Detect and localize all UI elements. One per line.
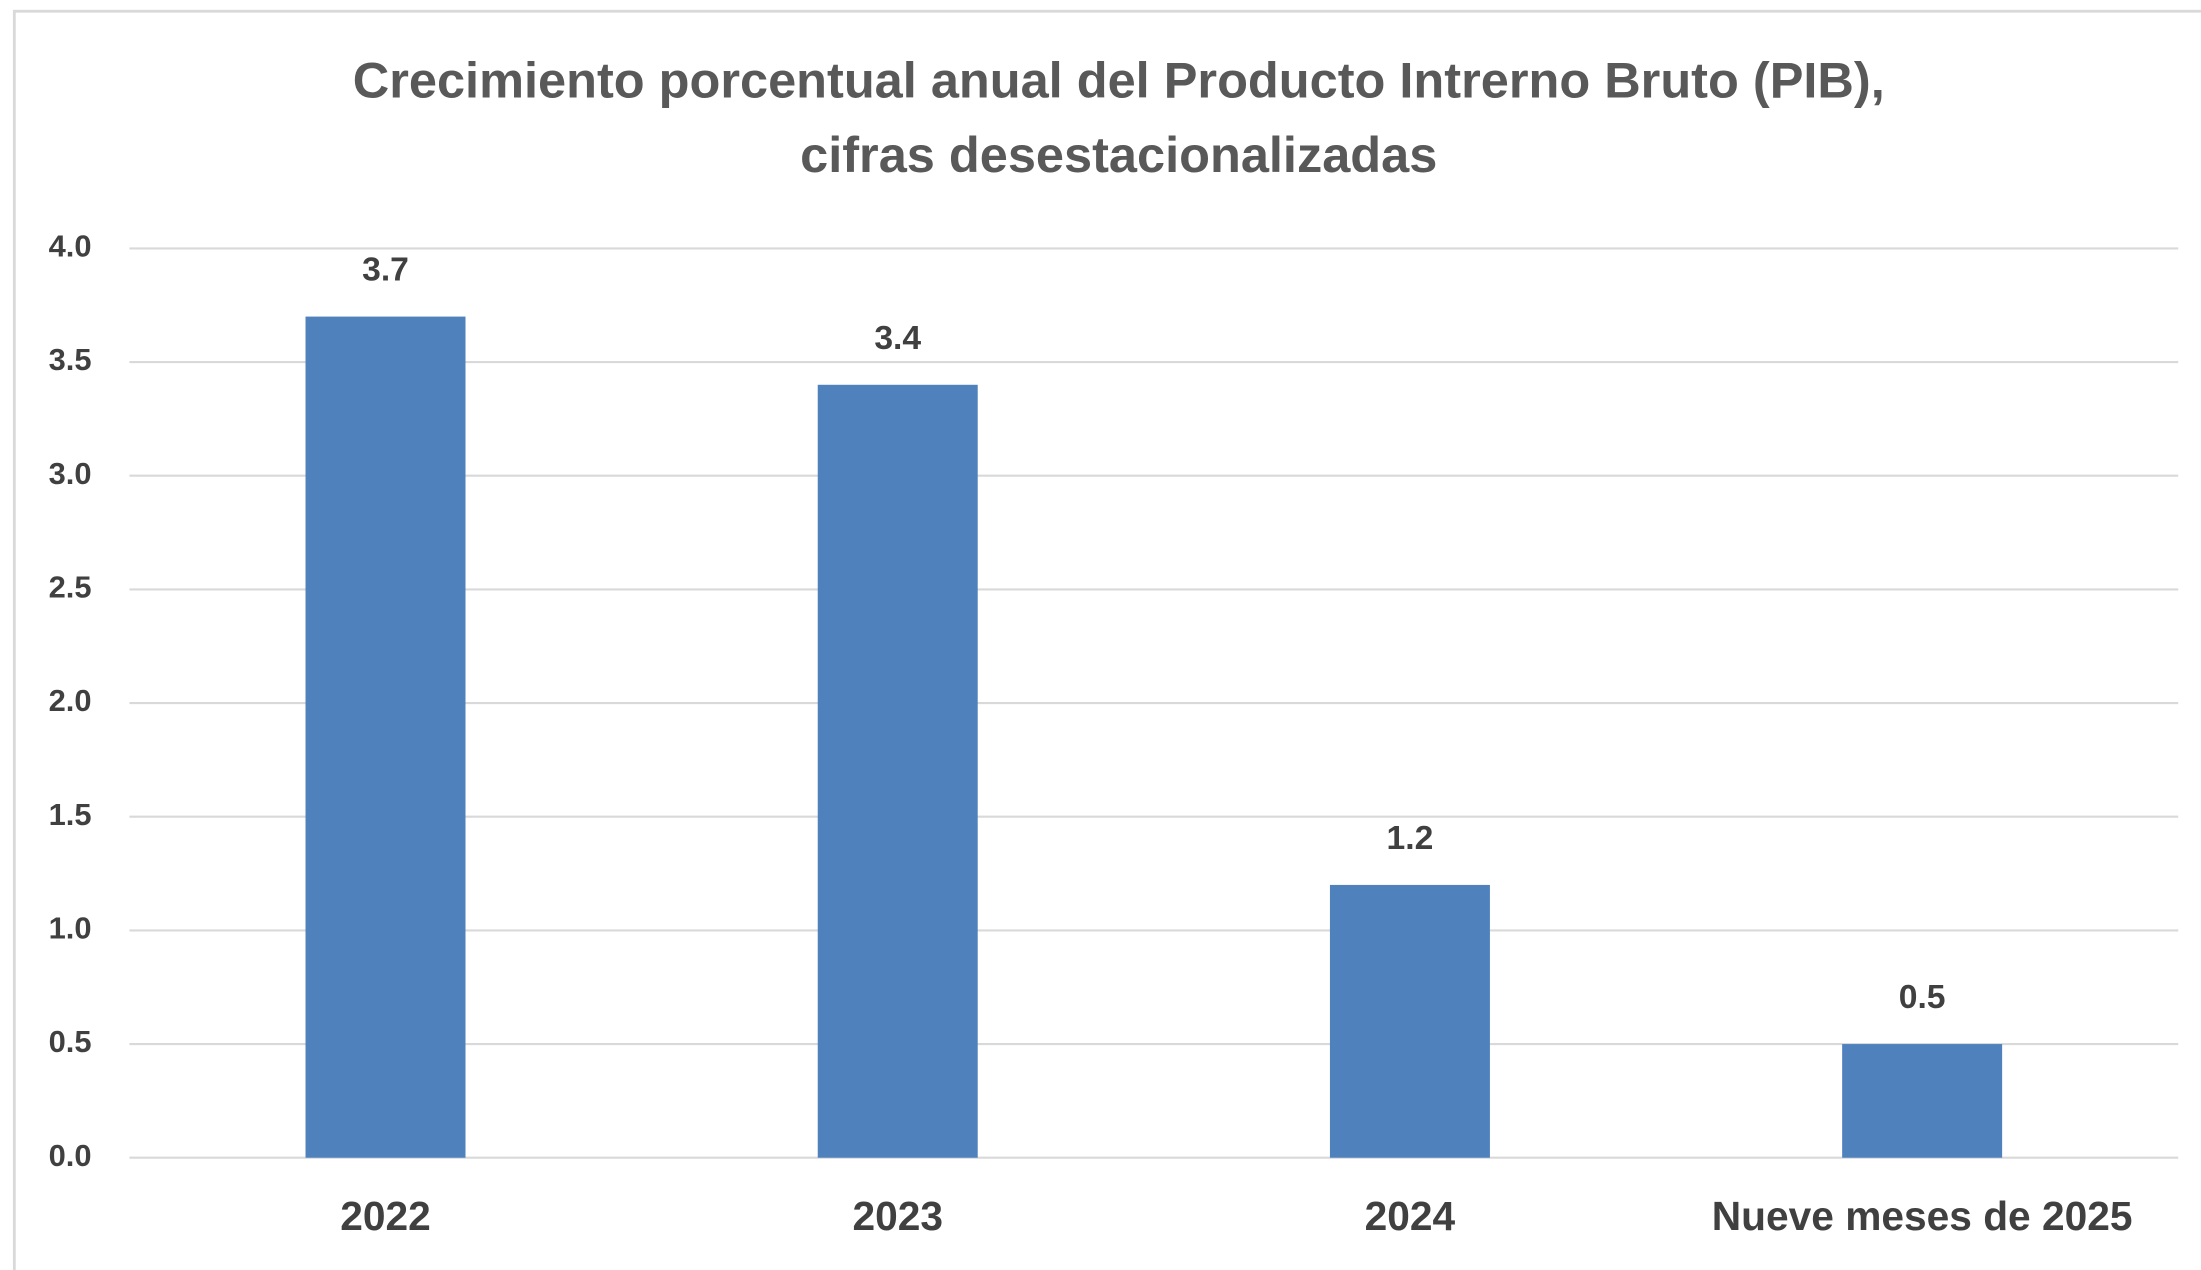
y-tick-label: 2.5 [49, 570, 92, 605]
bar [817, 384, 978, 1158]
y-tick-label: 4.0 [49, 229, 92, 264]
x-tick-label: 2024 [1365, 1193, 1456, 1239]
data-label: 3.7 [362, 252, 409, 289]
y-tick-label: 0.5 [49, 1024, 92, 1059]
y-tick-label: 1.5 [49, 797, 92, 832]
x-tick-label: Nueve meses de 2025 [1712, 1193, 2133, 1239]
y-tick-label: 3.5 [49, 342, 92, 377]
bar [305, 316, 466, 1158]
y-tick-label: 2.0 [49, 683, 92, 718]
x-tick-label: 2022 [340, 1193, 431, 1239]
y-tick-label: 0.0 [49, 1138, 92, 1173]
y-tick-label: 3.0 [49, 456, 92, 491]
bar [1329, 884, 1490, 1158]
data-label: 1.2 [1387, 820, 1434, 857]
y-tick-label: 1.0 [49, 911, 92, 946]
data-label: 3.4 [874, 320, 921, 357]
data-label: 0.5 [1899, 979, 1946, 1016]
chart-title: cifras desestacionalizadas [800, 126, 1437, 183]
chart-title: Crecimiento porcentual anual del Product… [353, 52, 1885, 109]
bar [1842, 1044, 2003, 1158]
x-tick-label: 2023 [852, 1193, 943, 1239]
